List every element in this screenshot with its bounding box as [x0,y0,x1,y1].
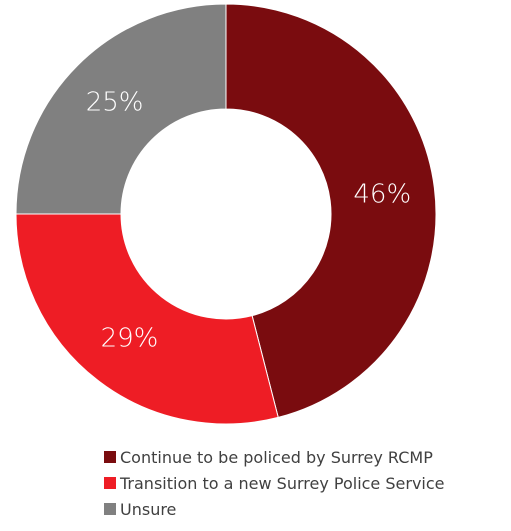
data-label-rcmp: 46% [353,179,411,209]
data-label-unsure: 25% [86,88,144,118]
legend-swatch-unsure [104,503,116,515]
chart-legend: Continue to be policed by Surrey RCMP Tr… [104,444,445,522]
legend-item-new-service: Transition to a new Surrey Police Servic… [104,470,445,496]
slice-unsure [15,3,227,215]
legend-label-new-service: Transition to a new Surrey Police Servic… [120,473,445,493]
legend-label-rcmp: Continue to be policed by Surrey RCMP [120,447,433,467]
slice-rcmp [225,3,437,419]
legend-item-unsure: Unsure [104,496,445,522]
slice-new-service [15,213,279,425]
donut-plot: 46% 29% 25% [15,3,437,425]
legend-item-rcmp: Continue to be policed by Surrey RCMP [104,444,445,470]
data-label-new-service: 29% [101,323,159,353]
legend-swatch-rcmp [104,451,116,463]
legend-label-unsure: Unsure [120,499,177,519]
legend-swatch-new-service [104,477,116,489]
